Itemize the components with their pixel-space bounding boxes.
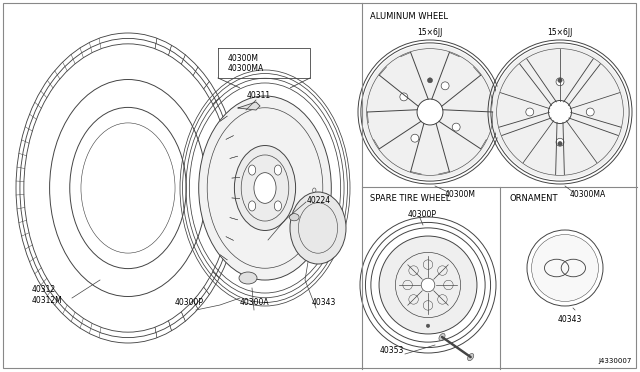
Circle shape — [426, 324, 429, 327]
Text: SPARE TIRE WHEEL: SPARE TIRE WHEEL — [370, 194, 451, 203]
Circle shape — [556, 78, 564, 86]
Text: 40224: 40224 — [307, 196, 331, 205]
Text: 40343: 40343 — [558, 315, 582, 324]
Text: ALUMINUM WHEEL: ALUMINUM WHEEL — [370, 12, 448, 21]
Ellipse shape — [275, 201, 282, 211]
Ellipse shape — [70, 108, 186, 269]
Polygon shape — [238, 102, 260, 110]
Text: J4330007: J4330007 — [598, 358, 632, 364]
Ellipse shape — [290, 192, 346, 264]
Circle shape — [558, 78, 562, 83]
Ellipse shape — [248, 165, 256, 175]
Text: 40300M: 40300M — [228, 54, 259, 63]
Circle shape — [586, 108, 594, 116]
Circle shape — [428, 78, 433, 83]
Circle shape — [526, 108, 534, 116]
Ellipse shape — [468, 353, 474, 360]
Circle shape — [400, 93, 408, 101]
Ellipse shape — [439, 333, 445, 341]
Ellipse shape — [275, 165, 282, 175]
Circle shape — [421, 278, 435, 292]
Text: 40300A: 40300A — [240, 298, 269, 307]
Text: 15×6JJ: 15×6JJ — [547, 28, 573, 37]
Circle shape — [417, 99, 443, 125]
Circle shape — [379, 236, 477, 334]
Circle shape — [556, 138, 564, 146]
Ellipse shape — [248, 201, 256, 211]
Text: 40300P: 40300P — [175, 298, 204, 307]
Ellipse shape — [289, 214, 299, 221]
Ellipse shape — [198, 96, 332, 280]
Text: 40300P: 40300P — [408, 210, 437, 219]
Circle shape — [532, 235, 598, 301]
Text: 15×6JJ: 15×6JJ — [417, 28, 443, 37]
Circle shape — [492, 44, 628, 180]
Text: 40353: 40353 — [380, 346, 404, 355]
Text: 40300M: 40300M — [445, 190, 476, 199]
Circle shape — [411, 134, 419, 142]
Text: ORNAMENT: ORNAMENT — [510, 194, 559, 203]
Circle shape — [441, 82, 449, 90]
Circle shape — [548, 100, 572, 124]
Ellipse shape — [239, 272, 257, 284]
Ellipse shape — [254, 173, 276, 203]
Circle shape — [452, 123, 460, 131]
Text: 40300MA: 40300MA — [570, 190, 606, 199]
Text: 40311: 40311 — [247, 91, 271, 100]
Circle shape — [558, 141, 562, 146]
Text: 40343: 40343 — [312, 298, 337, 307]
Circle shape — [362, 44, 498, 180]
Ellipse shape — [234, 145, 296, 231]
Text: 40312M: 40312M — [32, 296, 63, 305]
Text: 40312: 40312 — [32, 285, 56, 294]
Text: 40300MA: 40300MA — [228, 64, 264, 73]
